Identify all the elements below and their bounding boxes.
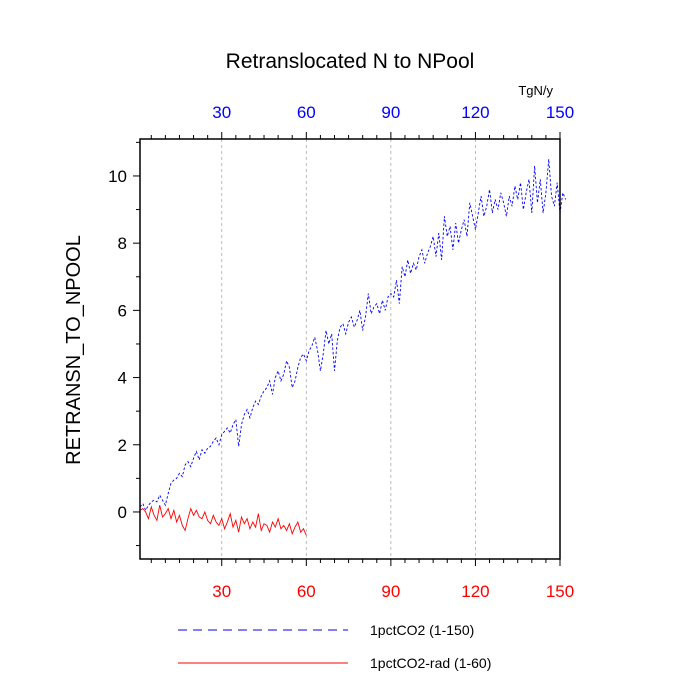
x-tick-label-bottom: 90 [381, 582, 400, 601]
x-tick-label-top: 90 [381, 103, 400, 122]
plot-frame [139, 138, 561, 560]
legend-label-2: 1pctCO2-rad (1-60) [370, 655, 491, 671]
y-axis-label: RETRANSN_TO_NPOOL [63, 235, 85, 465]
x-tick-label-bottom: 30 [212, 582, 231, 601]
x-tick-label-bottom: 120 [461, 582, 489, 601]
x-tick-label-top: 150 [546, 103, 574, 122]
x-tick-label-bottom: 150 [546, 582, 574, 601]
y-tick-label: 4 [118, 369, 127, 388]
legend-label-1: 1pctCO2 (1-150) [370, 622, 474, 638]
series-line-1 [139, 159, 567, 512]
x-tick-label-top: 60 [297, 103, 316, 122]
series-line-2 [139, 505, 307, 536]
y-tick-label: 2 [118, 436, 127, 455]
y-tick-label: 10 [108, 167, 127, 186]
legend: 1pctCO2 (1-150) 1pctCO2-rad (1-60) [178, 622, 491, 671]
series-lines [139, 159, 567, 536]
grid-lines [221, 139, 476, 559]
x-tick-label-top: 30 [212, 103, 231, 122]
axis-ticks: 30 30 60 60 90 90 120 120 150 150 0 2 4 6 8 10 [108, 103, 574, 601]
x-tick-label-top: 120 [461, 103, 489, 122]
y-tick-label: 6 [118, 301, 127, 320]
chart-title: Retranslocated N to NPool [226, 50, 475, 73]
units-label: TgN/y [518, 83, 553, 98]
y-tick-label: 8 [118, 234, 127, 253]
y-tick-label: 0 [118, 503, 127, 522]
x-tick-label-bottom: 60 [297, 582, 316, 601]
